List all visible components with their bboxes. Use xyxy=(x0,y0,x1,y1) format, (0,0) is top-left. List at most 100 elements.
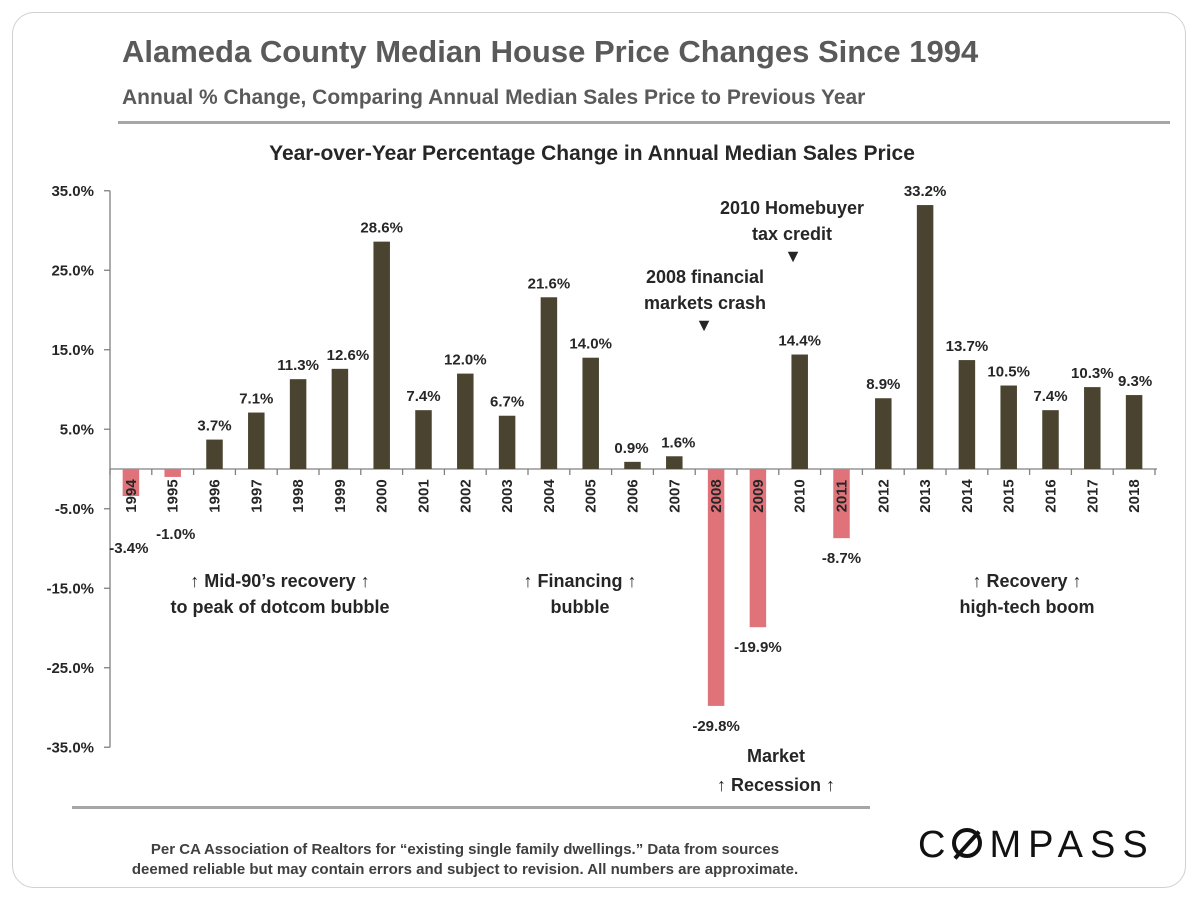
y-tick-label: -35.0% xyxy=(46,739,94,756)
data-label: 6.7% xyxy=(490,394,524,411)
bar-2018 xyxy=(1125,395,1143,469)
data-label: -3.4% xyxy=(109,540,148,557)
bar-2012 xyxy=(875,398,892,469)
bar-1998 xyxy=(289,379,307,469)
bar-2015 xyxy=(1000,385,1017,469)
bar-1995 xyxy=(164,469,181,477)
x-tick-label: 2009 xyxy=(750,479,767,512)
x-tick-label: 2000 xyxy=(374,479,391,512)
x-tick-label: 2003 xyxy=(499,479,516,512)
bar-1997 xyxy=(248,412,265,469)
data-label: 1.6% xyxy=(661,434,695,451)
data-label: 10.3% xyxy=(1071,365,1114,382)
data-label: 14.0% xyxy=(569,336,612,353)
bar-2013 xyxy=(916,205,934,469)
annotation-text: to peak of dotcom bubble xyxy=(171,597,390,617)
data-label: 7.4% xyxy=(1033,388,1067,405)
x-tick-label: 2007 xyxy=(666,479,683,512)
compass-logo: C MPASS xyxy=(918,824,1155,867)
x-tick-label: 1999 xyxy=(332,479,349,512)
top-divider xyxy=(118,121,1170,124)
data-label: 0.9% xyxy=(614,440,648,457)
x-tick-label: 2002 xyxy=(457,479,474,512)
logo-o-mark xyxy=(952,828,983,858)
x-tick-label: 1997 xyxy=(248,479,265,512)
bar-2007 xyxy=(666,456,683,469)
logo-letter-c: C xyxy=(918,824,953,866)
data-label: 28.6% xyxy=(360,220,403,237)
annotation-text: high-tech boom xyxy=(960,597,1095,617)
x-tick-label: 1994 xyxy=(123,479,140,513)
bottom-divider xyxy=(72,806,870,809)
x-tick-label: 2017 xyxy=(1084,479,1101,512)
data-label: 33.2% xyxy=(904,183,947,200)
x-tick-label: 1996 xyxy=(207,479,224,512)
x-tick-label: 2015 xyxy=(1001,479,1018,512)
x-tick-label: 2004 xyxy=(541,479,558,513)
x-tick-label: 2006 xyxy=(625,479,642,512)
bar-2002 xyxy=(457,373,474,469)
data-label: 9.3% xyxy=(1118,373,1152,390)
data-label: 7.1% xyxy=(239,391,273,408)
x-tick-label: 2008 xyxy=(708,479,725,512)
x-tick-label: 2012 xyxy=(875,479,892,512)
data-label: 8.9% xyxy=(866,376,900,393)
annotation-text: ↑ Recovery ↑ xyxy=(972,571,1081,591)
y-tick-label: -5.0% xyxy=(55,501,94,518)
x-tick-label: 1995 xyxy=(165,479,182,512)
annotation-text: tax credit xyxy=(752,224,832,244)
bar-2014 xyxy=(958,360,976,469)
bar-1994 xyxy=(122,469,140,497)
data-label: 12.6% xyxy=(327,347,370,364)
annotation-text: ↑ Recession ↑ xyxy=(717,775,835,795)
data-label: 7.4% xyxy=(406,388,440,405)
bar-2005 xyxy=(582,357,599,469)
bar-2009 xyxy=(749,469,767,628)
source-note: Per CA Association of Realtors for “exis… xyxy=(85,840,845,880)
x-tick-label: 2016 xyxy=(1043,479,1060,512)
x-tick-label: 2001 xyxy=(416,479,433,512)
y-tick-label: -15.0% xyxy=(46,580,94,597)
x-tick-label: 1998 xyxy=(290,479,307,512)
bar-2006 xyxy=(624,461,641,469)
bar-1996 xyxy=(206,439,223,469)
y-tick-label: 15.0% xyxy=(51,342,94,359)
y-tick-label: 5.0% xyxy=(60,421,94,438)
x-tick-label: 2011 xyxy=(834,480,851,513)
bar-2010 xyxy=(791,354,808,469)
data-label: -8.7% xyxy=(822,550,861,567)
annotation-arrow: ▼ xyxy=(784,246,802,266)
annotation-text: ↑ Financing ↑ xyxy=(523,571,636,591)
bar-2016 xyxy=(1042,410,1059,469)
y-tick-label: -25.0% xyxy=(46,660,94,677)
annotation-text: markets crash xyxy=(644,293,766,313)
bar-2011 xyxy=(833,469,850,539)
source-line-1: Per CA Association of Realtors for “exis… xyxy=(150,841,780,858)
data-label: 12.0% xyxy=(444,352,487,369)
data-label: 14.4% xyxy=(778,333,821,350)
x-tick-label: 2018 xyxy=(1126,479,1143,512)
x-tick-label: 2005 xyxy=(583,479,600,512)
y-tick-label: 25.0% xyxy=(51,262,94,279)
bar-2017 xyxy=(1084,387,1101,469)
annotation-arrow: ▼ xyxy=(695,315,713,335)
annotation-text: ↑ Mid-90’s recovery ↑ xyxy=(190,571,369,591)
page-subtitle: Annual % Change, Comparing Annual Median… xyxy=(122,86,866,109)
data-label: -1.0% xyxy=(156,526,195,543)
bar-2000 xyxy=(373,241,390,469)
annotation-text: 2010 Homebuyer xyxy=(720,198,864,218)
chart-title: Year-over-Year Percentage Change in Annu… xyxy=(269,142,915,165)
annotation-text: Market xyxy=(747,746,805,766)
x-tick-label: 2013 xyxy=(917,479,934,512)
data-label: -19.9% xyxy=(734,639,782,656)
bar-2003 xyxy=(498,415,516,469)
source-line-2: deemed reliable but may contain errors a… xyxy=(131,861,799,878)
page-title: Alameda County Median House Price Change… xyxy=(122,34,979,69)
data-label: 21.6% xyxy=(528,275,571,292)
data-label: -29.8% xyxy=(692,718,740,735)
data-label: 10.5% xyxy=(987,364,1030,381)
y-tick-label: 35.0% xyxy=(51,183,94,200)
bar-1999 xyxy=(331,368,349,469)
x-tick-label: 2014 xyxy=(959,479,976,513)
